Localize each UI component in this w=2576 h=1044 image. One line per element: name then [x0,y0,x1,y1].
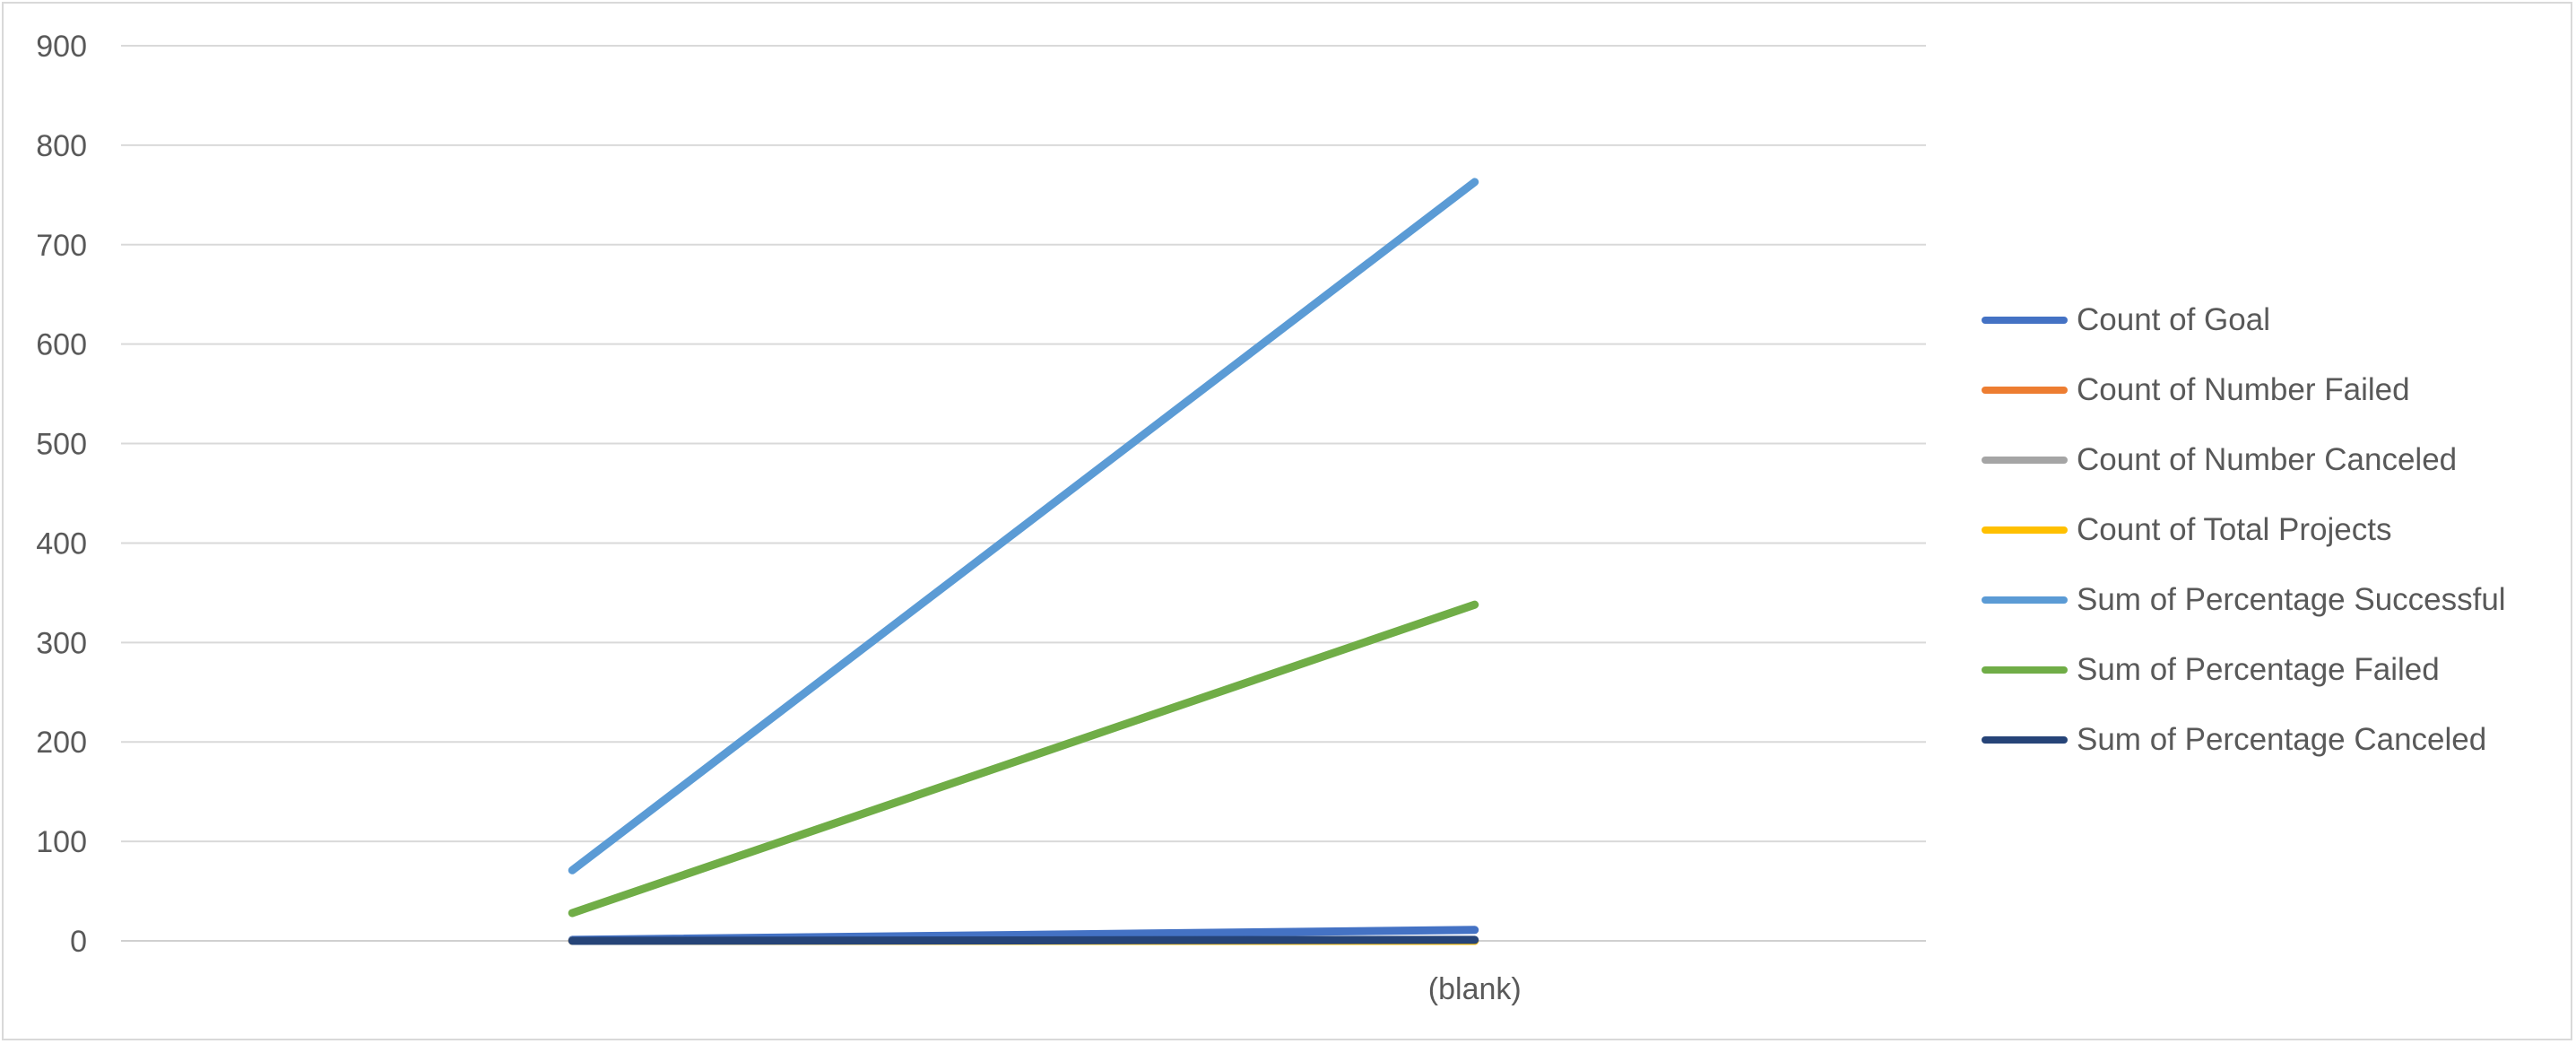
legend: Count of Goal Count of Number Failed Count… [1982,285,2573,775]
x-tick-label: (blank) [1428,972,1522,1006]
legend-label: Sum of Percentage Successful [2077,582,2506,617]
legend-item: Sum of Percentage Failed [1982,635,2573,705]
legend-label: Sum of Percentage Canceled [2077,722,2487,757]
y-tick-label: 400 [36,526,87,561]
legend-label: Count of Number Failed [2077,372,2410,407]
legend-label: Count of Goal [2077,302,2270,337]
y-tick-label: 800 [36,129,87,163]
y-tick-label: 500 [36,428,87,462]
legend-swatch [1982,666,2068,674]
legend-swatch [1982,317,2068,324]
legend-item: Sum of Percentage Canceled [1982,705,2573,775]
series-line-sum-of-percentage-canceled [568,935,1479,945]
legend-swatch [1982,387,2068,394]
legend-swatch [1982,596,2068,604]
series-lines [568,178,1479,945]
series-line-sum-of-percentage-failed [568,600,1479,918]
y-tick-label: 900 [36,30,87,64]
axis-tick-labels: 0 100 200 300 400 500 600 700 800 900 (blank) [36,30,1521,1006]
legend-item: Count of Number Canceled [1982,425,2573,495]
legend-label: Count of Total Projects [2077,512,2392,547]
y-tick-label: 600 [36,328,87,362]
legend-swatch [1982,736,2068,744]
series-line-sum-of-percentage-successful [568,178,1479,874]
y-tick-label: 700 [36,229,87,263]
legend-item: Sum of Percentage Successful [1982,565,2573,635]
legend-label: Count of Number Canceled [2077,442,2458,477]
legend-swatch [1982,526,2068,534]
legend-label: Sum of Percentage Failed [2077,652,2440,687]
legend-item: Count of Number Failed [1982,355,2573,425]
y-tick-label: 200 [36,726,87,760]
legend-item: Count of Total Projects [1982,495,2573,565]
gridlines [121,45,1926,942]
legend-item: Count of Goal [1982,285,2573,355]
legend-swatch [1982,457,2068,464]
y-tick-label: 0 [70,925,87,959]
y-tick-label: 100 [36,825,87,859]
y-tick-label: 300 [36,626,87,660]
